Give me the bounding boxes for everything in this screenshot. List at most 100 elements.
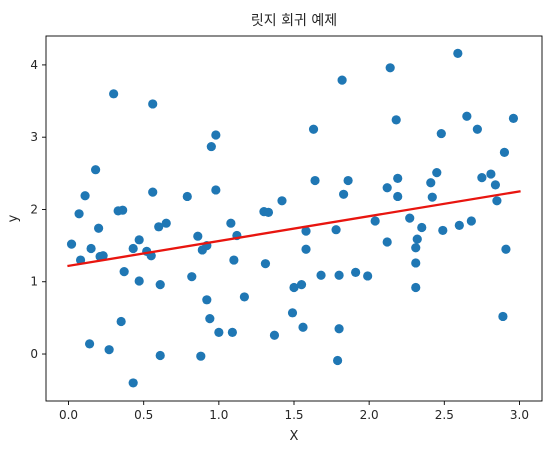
scatter-point — [417, 222, 427, 233]
scatter-point — [211, 185, 221, 195]
scatter-point — [411, 282, 421, 293]
scatter-point — [370, 216, 380, 226]
scatter-point — [211, 130, 221, 140]
y-tick-label: 2 — [30, 202, 38, 216]
scatter-point — [492, 196, 502, 206]
scatter-point — [128, 243, 138, 254]
scatter-point — [296, 280, 307, 290]
y-tick-label: 3 — [30, 130, 38, 144]
scatter-point — [196, 351, 206, 361]
y-tick-label: 1 — [30, 275, 38, 289]
scatter-point — [454, 220, 464, 230]
scatter-point — [334, 270, 344, 280]
scatter-point — [438, 225, 448, 236]
scatter-point — [229, 255, 239, 265]
scatter-point — [155, 350, 165, 361]
scatter-point — [98, 251, 108, 261]
scatter-point — [412, 234, 422, 244]
scatter-point — [161, 218, 171, 228]
scatter-point — [391, 115, 401, 125]
scatter-point — [453, 48, 463, 58]
scatter-point — [148, 99, 158, 109]
scatter-point — [134, 235, 144, 245]
scatter-point — [486, 169, 496, 179]
scatter-point — [472, 124, 482, 134]
scatter-point — [393, 191, 403, 202]
scatter-point — [499, 147, 510, 157]
x-axis: 0.0 0.5 1.0 1.5 2.0 2.5 3.0 — [59, 401, 529, 422]
x-axis-label: X — [290, 429, 299, 444]
scatter-point — [393, 173, 403, 183]
scatter-point — [382, 183, 392, 193]
scatter-point — [214, 327, 224, 337]
scatter-point — [308, 124, 319, 134]
scatter-point — [227, 327, 237, 337]
scatter-point — [477, 173, 487, 183]
y-tick-label: 4 — [30, 58, 38, 72]
scatter-point — [269, 330, 280, 340]
scatter-point — [226, 218, 236, 228]
scatter-point — [289, 282, 299, 293]
scatter-point — [411, 243, 421, 253]
scatter-point — [310, 175, 320, 186]
scatter-point — [351, 267, 361, 277]
scatter-point — [316, 270, 326, 280]
scatter-point — [74, 209, 84, 219]
scatter-point — [385, 63, 395, 73]
scatter-point — [331, 225, 341, 235]
scatter-point — [148, 187, 158, 197]
scatter-point — [337, 75, 347, 85]
scatter-point — [94, 223, 104, 233]
x-tick-label: 1.5 — [284, 408, 303, 422]
scatter-point — [134, 276, 144, 286]
scatter-point — [84, 339, 95, 349]
scatter-point — [128, 378, 138, 388]
scatter-point — [239, 292, 249, 302]
scatter-point — [490, 180, 501, 190]
scatter-point — [109, 89, 119, 99]
scatter-point — [462, 111, 472, 121]
scatter-point — [104, 345, 114, 355]
scatter-point — [91, 165, 101, 175]
y-axis-label: y — [6, 214, 21, 222]
scatter-point — [116, 316, 126, 327]
scatter-point — [205, 314, 215, 324]
scatter-point — [155, 280, 165, 290]
scatter-point — [382, 237, 392, 247]
scatter-point — [363, 271, 373, 281]
scatter-point — [405, 213, 415, 223]
scatter-point — [432, 168, 442, 178]
scatter-point — [301, 244, 311, 254]
scatter-point — [343, 175, 353, 186]
scatter-point — [66, 239, 77, 249]
scatter-point — [277, 196, 287, 206]
x-tick-label: 2.0 — [360, 408, 379, 422]
x-tick-label: 1.0 — [209, 408, 228, 422]
fit-line-layer — [67, 190, 521, 268]
scatter-point — [508, 113, 519, 123]
scatter-point — [301, 226, 311, 236]
x-tick-label: 0.0 — [59, 408, 78, 422]
scatter-point — [154, 222, 164, 232]
scatter-point — [332, 355, 343, 366]
fit-line — [67, 190, 521, 268]
scatter-point — [182, 191, 192, 202]
scatter-point — [206, 141, 216, 152]
scatter-point — [80, 191, 90, 201]
scatter-point — [411, 258, 421, 268]
scatter-point — [202, 295, 212, 305]
scatter-point — [86, 243, 96, 254]
scatter-point — [466, 216, 476, 226]
scatter-point — [339, 189, 349, 199]
scatter-point — [260, 259, 271, 269]
scatter-points — [66, 48, 519, 388]
x-tick-label: 0.5 — [134, 408, 153, 422]
scatter-point — [118, 205, 128, 215]
scatter-point — [187, 272, 197, 282]
y-axis: 0 1 2 3 4 — [30, 58, 46, 361]
scatter-point — [436, 128, 446, 139]
scatter-point — [263, 207, 274, 217]
y-tick-label: 0 — [30, 347, 38, 361]
